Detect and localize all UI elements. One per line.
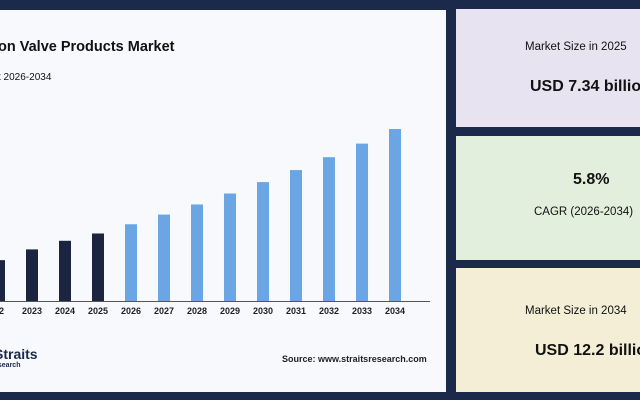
bar-2027 <box>158 214 170 301</box>
chart-panel: on Valve Products Market t 2026-2034 222… <box>0 10 446 392</box>
x-tick-label-22: 22 <box>0 306 4 316</box>
x-tick-label-2032: 2032 <box>319 306 339 316</box>
bar-2029 <box>224 193 236 301</box>
chart-title: on Valve Products Market <box>0 39 175 55</box>
cagr-label: CAGR (2026-2034) <box>534 206 634 218</box>
market-size-2025-card: Market Size in 2025 USD 7.34 billio <box>456 9 640 127</box>
market-size-2034-value: USD 12.2 billio <box>535 342 640 359</box>
bar-2023 <box>26 249 38 301</box>
market-size-2025-value: USD 7.34 billio <box>530 78 640 95</box>
logo-main-text: Straits <box>0 346 38 362</box>
x-tick-label-2030: 2030 <box>253 306 273 316</box>
x-tick-label-2026: 2026 <box>121 306 141 316</box>
market-size-2025-label: Market Size in 2025 <box>525 41 627 53</box>
source-note: Source: www.straitsresearch.com <box>282 354 427 364</box>
bar-2024 <box>59 240 71 301</box>
x-tick-label-2029: 2029 <box>220 306 240 316</box>
chart-subtitle: t 2026-2034 <box>0 72 52 83</box>
x-tick-label-2028: 2028 <box>187 306 207 316</box>
straits-research-logo: Straits esearch <box>0 346 64 378</box>
x-tick-label-2025: 2025 <box>88 306 108 316</box>
bar-2033 <box>356 143 368 301</box>
bar-2030 <box>257 182 269 301</box>
x-tick-label-2027: 2027 <box>154 306 174 316</box>
bar-2025 <box>92 233 104 301</box>
bar-chart: 22 2023 2024 2025 2026 2027 2028 2029 2030 2031 20… <box>0 129 430 316</box>
x-tick-label-2034: 2034 <box>385 306 405 316</box>
x-tick-label-2023: 2023 <box>22 306 42 316</box>
logo-sub-text: esearch <box>0 362 21 369</box>
market-size-2034-card: Market Size in 2034 USD 12.2 billio <box>456 268 640 392</box>
x-tick-label-2033: 2033 <box>352 306 372 316</box>
bar-2028 <box>191 204 203 301</box>
bar-2031 <box>290 170 302 301</box>
market-size-2034-label: Market Size in 2034 <box>525 305 627 317</box>
x-tick-label-2024: 2024 <box>55 306 75 316</box>
x-tick-label-2031: 2031 <box>286 306 306 316</box>
bar-2032 <box>323 157 335 301</box>
cagr-card: 5.8% CAGR (2026-2034) <box>456 136 640 260</box>
bar-2026 <box>125 224 137 301</box>
bar-22 <box>0 260 5 301</box>
bar-2034 <box>389 129 401 301</box>
cagr-value: 5.8% <box>573 171 610 188</box>
